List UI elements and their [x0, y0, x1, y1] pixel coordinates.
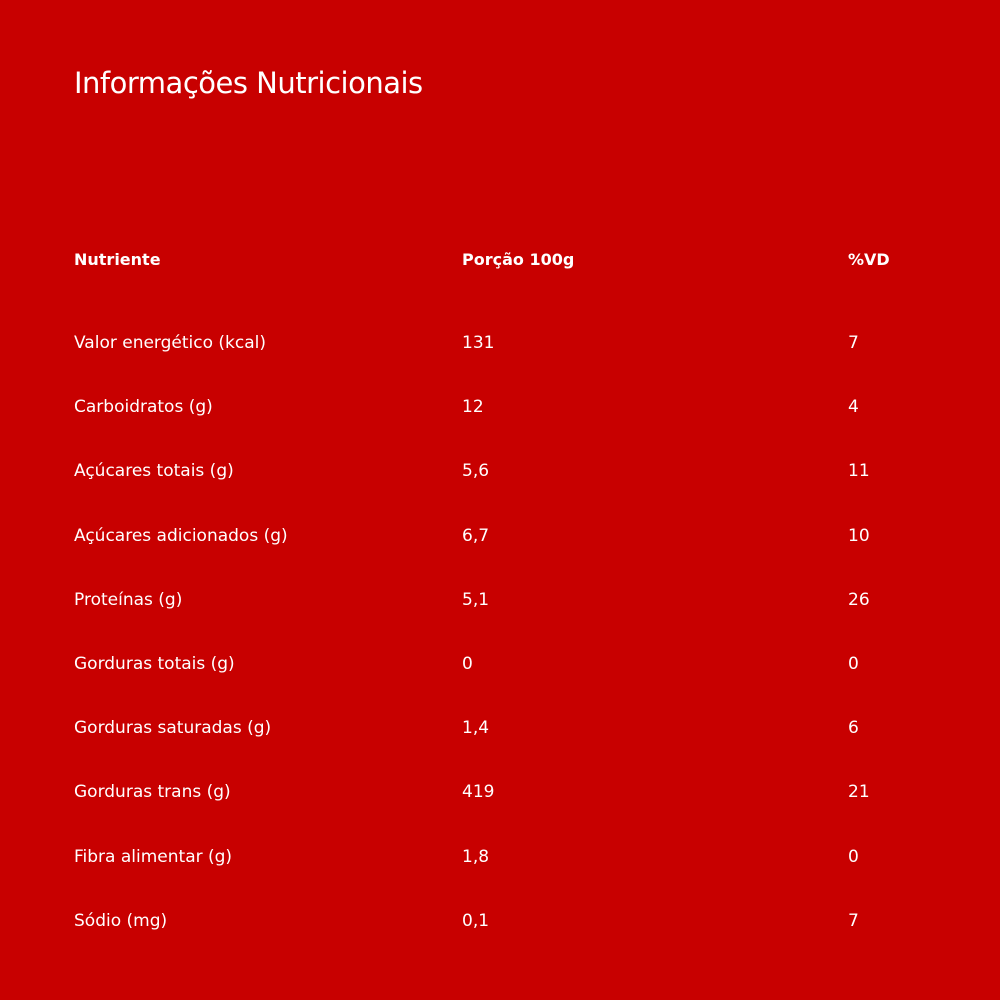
table-cell: Açúcares totais (g)	[74, 461, 234, 482]
table-cell: Gorduras saturadas (g)	[74, 718, 272, 739]
table-cell: Carboidratos (g)	[74, 397, 213, 418]
table-cell: 1,4	[462, 718, 490, 739]
table-cell: 5,6	[462, 461, 490, 482]
table-cell: 0,1	[462, 910, 490, 931]
table-cell: Sódio (mg)	[74, 910, 168, 931]
column-header: %VD	[848, 250, 890, 269]
table-cell: 1,8	[462, 846, 490, 867]
table-cell: 5,1	[462, 589, 490, 610]
table-cell: 10	[848, 525, 870, 546]
table-cell: Valor energético (kcal)	[74, 333, 267, 353]
column-header: Porção 100g	[462, 250, 575, 269]
table-cell: 21	[848, 782, 870, 803]
table-cell: Gorduras totais (g)	[74, 654, 235, 674]
table-cell: Fibra alimentar (g)	[74, 846, 233, 867]
table-cell: 26	[848, 589, 870, 610]
table-cell: 0	[848, 846, 859, 867]
column-header: Nutriente	[74, 250, 161, 269]
table-cell: 7	[848, 910, 859, 931]
title: Informações Nutricionais	[74, 66, 423, 100]
table-cell: 131	[462, 333, 495, 353]
table-cell: 7	[848, 333, 859, 353]
table-cell: 419	[462, 782, 495, 803]
table-cell: Proteínas (g)	[74, 589, 183, 610]
table-cell: Gorduras trans (g)	[74, 782, 231, 803]
table-cell: 11	[848, 461, 870, 482]
table-cell: 6	[848, 718, 859, 739]
table-cell: Açúcares adicionados (g)	[74, 525, 288, 546]
table-cell: 0	[462, 654, 473, 674]
table-cell: 6,7	[462, 525, 490, 546]
table-cell: 0	[848, 654, 859, 674]
table-cell: 12	[462, 397, 484, 418]
table-cell: 4	[848, 397, 859, 418]
